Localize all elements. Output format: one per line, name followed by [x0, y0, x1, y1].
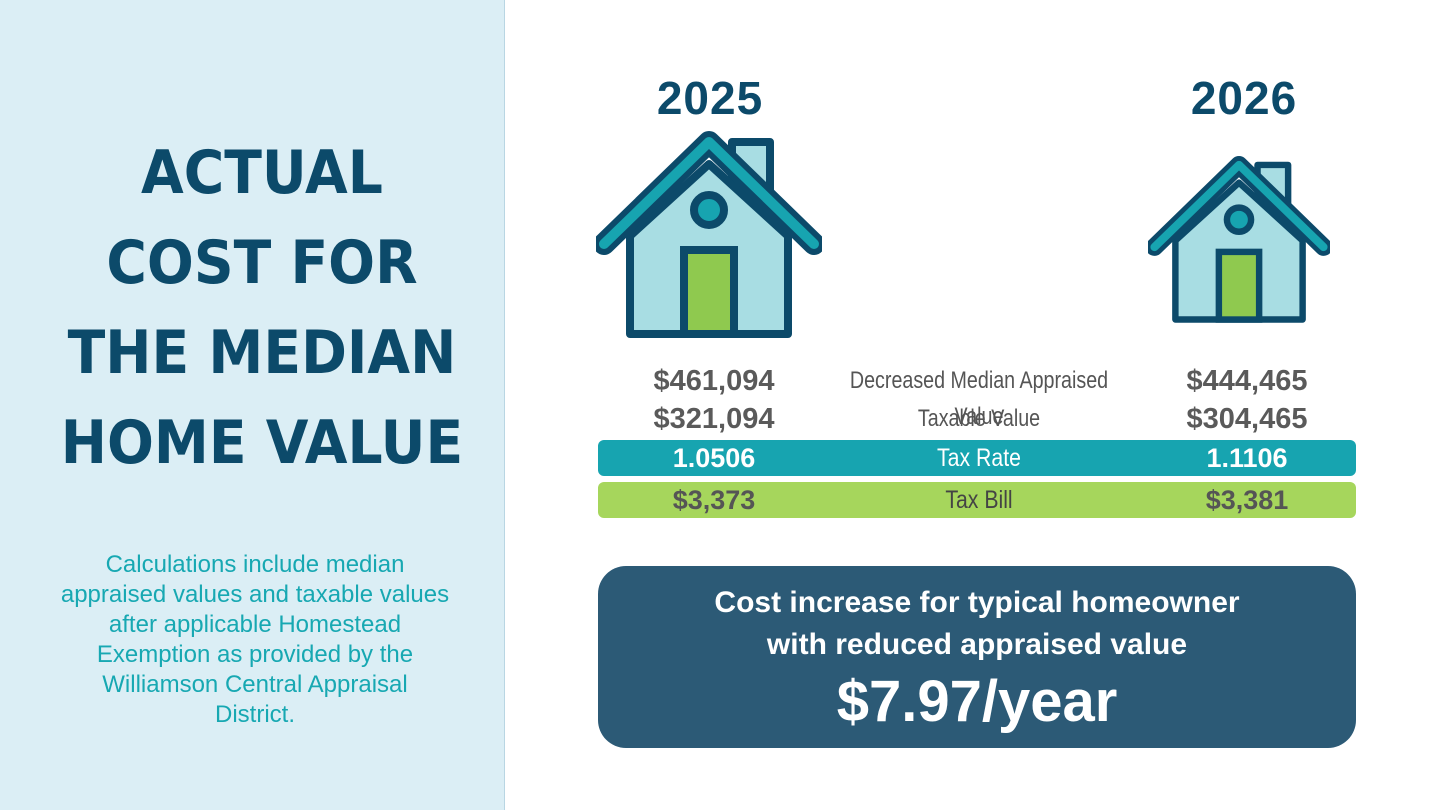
- row-taxable-value: $321,094 Taxable Value $304,465: [598, 401, 1356, 437]
- tax-bill-2026: $3,381: [1205, 485, 1289, 515]
- taxable-value-2026: $304,465: [1186, 403, 1308, 435]
- tax-rate-2026: 1.1106: [1206, 443, 1288, 473]
- year-2026-label: 2026: [1190, 72, 1298, 124]
- tax-bill-2025: $3,373: [672, 485, 756, 515]
- year-2025-label: 2025: [656, 72, 764, 124]
- tax-bill-label: Tax Bill: [945, 486, 1013, 514]
- house-icon: [1148, 156, 1330, 323]
- title-line-1: ACTUAL: [141, 138, 383, 208]
- row-tax-bill: $3,373 Tax Bill $3,381: [598, 482, 1356, 518]
- left-panel: ACTUAL COST FOR THE MEDIAN HOME VALUE Ca…: [0, 0, 505, 810]
- title-line-2: COST FOR: [106, 228, 418, 298]
- title-line-3: THE MEDIAN: [67, 318, 457, 388]
- row-appraised-value: $461,094 Decreased Median Appraised Valu…: [598, 363, 1356, 430]
- appraised-value-2026: $444,465: [1186, 365, 1308, 397]
- footnote: Calculations include median appraised va…: [60, 551, 450, 728]
- appraised-value-2025: $461,094: [653, 365, 775, 397]
- appraised-value-label: Decreased Median Appraised Value: [849, 367, 1109, 430]
- tax-rate-2025: 1.0506: [672, 443, 756, 473]
- taxable-value-2025: $321,094: [653, 403, 775, 435]
- summary-line-2: with reduced appraised value: [766, 628, 1188, 661]
- page-title: ACTUAL COST FOR THE MEDIAN HOME VALUE: [21, 128, 503, 488]
- row-tax-rate: 1.0506 Tax Rate 1.1106: [598, 440, 1356, 476]
- summary-line-1: Cost increase for typical homeowner: [714, 586, 1240, 619]
- house-icon: [596, 131, 822, 338]
- tax-rate-label: Tax Rate: [937, 444, 1021, 472]
- summary-amount: $7.97/year: [836, 669, 1118, 734]
- title-line-4: HOME VALUE: [60, 408, 464, 478]
- cost-increase-summary: Cost increase for typical homeowner with…: [598, 566, 1356, 748]
- taxable-value-label: Taxable Value: [917, 405, 1041, 432]
